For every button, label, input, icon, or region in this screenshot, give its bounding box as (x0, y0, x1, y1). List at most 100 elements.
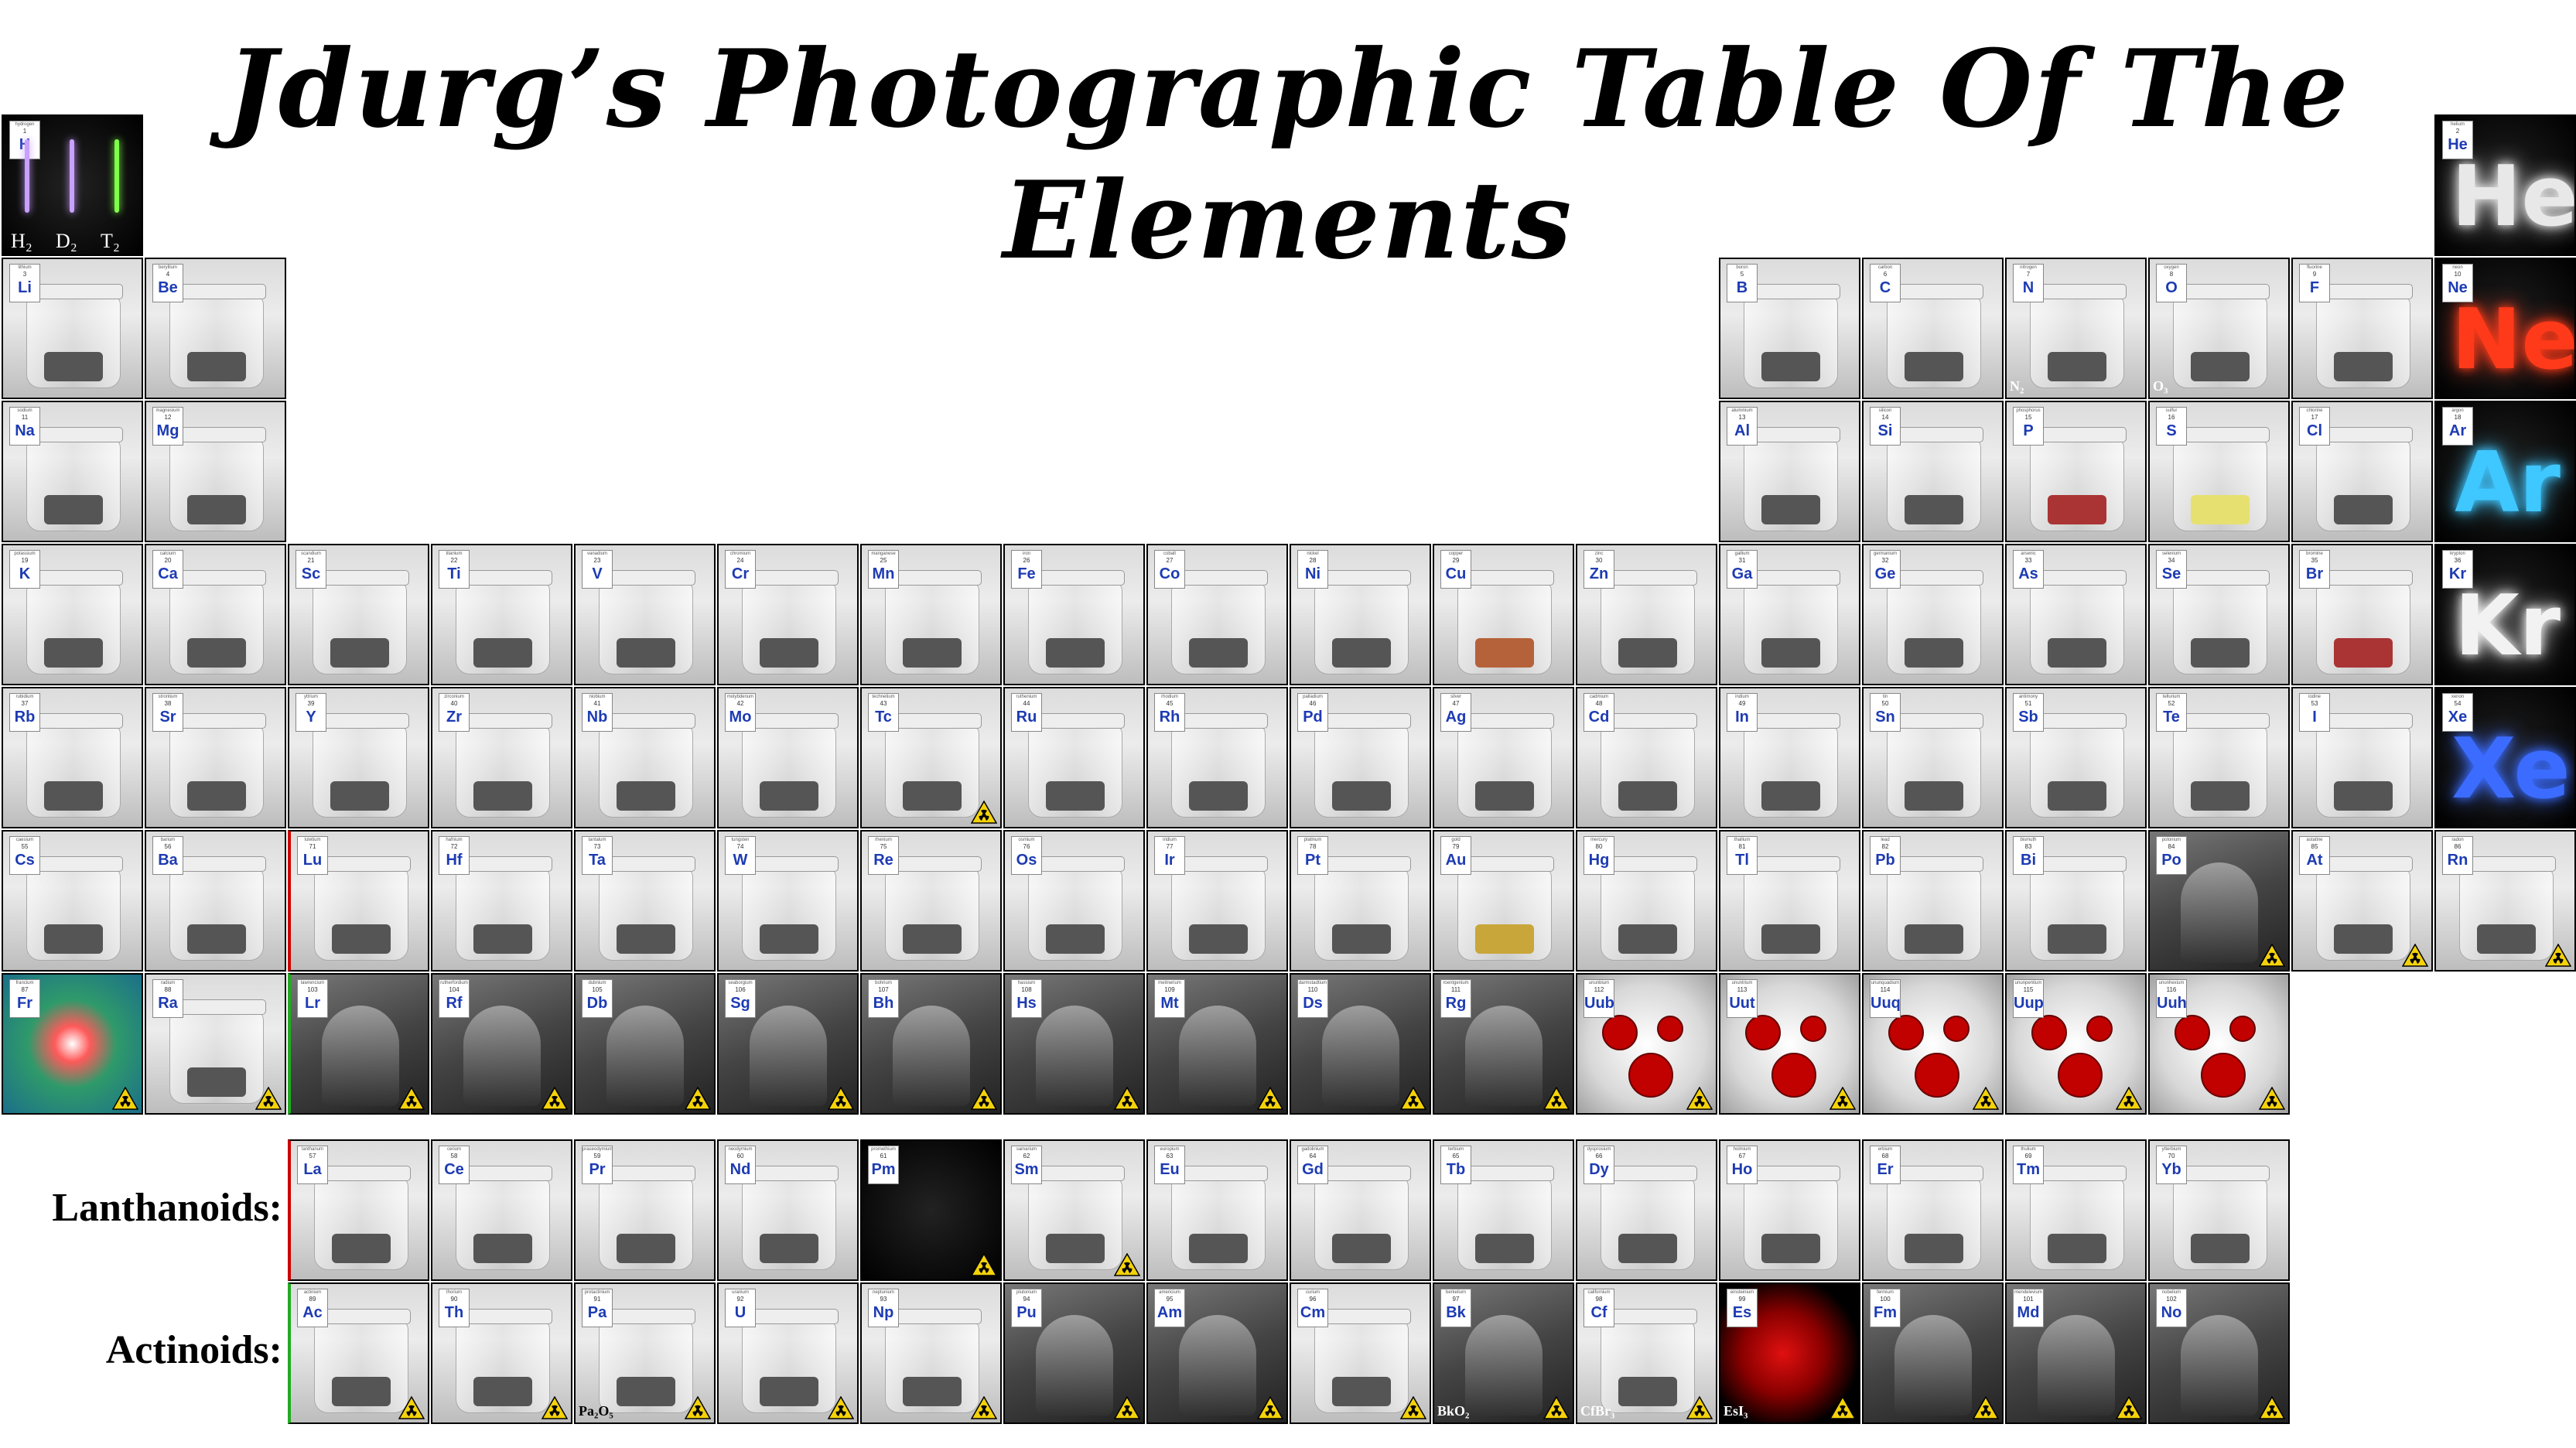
element-name: palladium (1303, 695, 1323, 699)
element-label: lead 82 Pb (1870, 836, 1901, 875)
element-label: helium 2 He (2442, 121, 2473, 159)
element-label: fermium 100 Fm (1870, 1289, 1901, 1327)
sample-jar (2028, 570, 2127, 674)
element-label: erbium 68 Er (1870, 1146, 1901, 1184)
element-tile-bismuth: bismuth 83 Bi (2005, 830, 2147, 972)
element-name: yttrium (304, 695, 318, 699)
element-label: californium 98 Cf (1584, 1289, 1614, 1327)
element-tile-manganese: manganese 25 Mn (860, 544, 1002, 685)
element-label: silicon 14 Si (1870, 407, 1901, 446)
element-symbol: Gd (1302, 1161, 1324, 1178)
element-label: boron 5 B (1727, 264, 1758, 302)
atomic-number: 104 (449, 986, 460, 993)
element-symbol: Uuq (1871, 995, 1901, 1012)
element-symbol: Uuh (2157, 995, 2187, 1012)
atomic-number: 106 (735, 986, 746, 993)
element-name: neodymium (728, 1147, 753, 1152)
photo-subject (1894, 1315, 1972, 1416)
element-label: darmstadtium 110 Ds (1297, 979, 1328, 1018)
element-label: manganese 25 Mn (868, 550, 899, 589)
sample-jar (453, 570, 552, 674)
atomic-number: 31 (1738, 557, 1746, 564)
sample-jar (1026, 1166, 1125, 1270)
sample-jar (167, 284, 266, 388)
element-label: polonium 84 Po (2156, 836, 2187, 875)
sample-caption: Pa₂O₅ (579, 1403, 613, 1419)
element-tile-lawrencium: lawrencium 103 Lr (288, 973, 429, 1115)
sample-jar (596, 570, 695, 674)
element-label: einsteinium 99 Es (1727, 1289, 1758, 1327)
element-name: francium (15, 981, 34, 985)
atomic-number: 21 (307, 557, 315, 564)
element-name: indium (1735, 695, 1749, 699)
atomic-number: 47 (1452, 700, 1460, 707)
atomic-number: 116 (2166, 986, 2177, 993)
atomic-number: 33 (2024, 557, 2032, 564)
element-symbol: Cr (731, 565, 750, 582)
radioactive-warning-icon (970, 800, 998, 824)
element-name: magnesium (155, 408, 180, 413)
element-tile-yttrium: yttrium 39 Y (288, 687, 429, 828)
element-label: nickel 28 Ni (1297, 550, 1328, 589)
radioactive-warning-icon (1829, 1086, 1857, 1110)
radioactive-warning-icon (1256, 1395, 1284, 1419)
atomic-number: 48 (1595, 700, 1603, 707)
sample-jar (596, 713, 695, 818)
element-name: gadolinium (1301, 1147, 1324, 1152)
neon-tube-glow: Ne (2451, 292, 2576, 388)
radioactive-warning-icon (2544, 943, 2572, 967)
atomic-number: 71 (309, 843, 316, 850)
element-symbol: S (2166, 422, 2177, 439)
atomic-number: 77 (1166, 843, 1174, 850)
element-symbol: Mg (156, 422, 179, 439)
atomic-number: 39 (307, 700, 315, 707)
element-tile-radium: radium 88 Ra (145, 973, 286, 1115)
element-tile-platinum: platinum 78 Pt (1290, 830, 1431, 972)
element-tile-roentgenium: roentgenium 111 Rg (1433, 973, 1574, 1115)
element-label: thulium 69 Tm (2013, 1146, 2044, 1184)
element-tile-nitrogen: nitrogen 7 N N₂ (2005, 258, 2147, 399)
sample-jar (1169, 570, 1268, 674)
element-symbol: Rg (1445, 995, 1467, 1012)
element-tile-aluminium: aluminium 13 Al (1719, 401, 1860, 542)
atomic-number: 53 (2311, 700, 2318, 707)
element-tile-curium: curium 96 Cm (1290, 1282, 1431, 1424)
element-label: yttrium 39 Y (296, 693, 326, 732)
atomic-number: 85 (2311, 843, 2318, 850)
atomic-number: 52 (2168, 700, 2175, 707)
element-label: beryllium 4 Be (152, 264, 183, 302)
radioactive-warning-icon (1113, 1252, 1141, 1276)
atomic-number: 86 (2454, 843, 2462, 850)
element-name: berkelium (1445, 1290, 1466, 1295)
element-symbol: Y (306, 709, 316, 726)
atomic-number: 66 (1595, 1153, 1603, 1159)
atomic-number: 67 (1738, 1153, 1746, 1159)
element-tile-cerium: cerium 58 Ce (431, 1139, 572, 1281)
element-tile-caesium: caesium 55 Cs (2, 830, 143, 972)
element-name: germanium (1873, 552, 1897, 556)
atomic-number: 56 (164, 843, 172, 850)
atomic-number: 20 (164, 557, 172, 564)
page-title: Jdurg’s Photographic Table Of The Elemen… (226, 26, 2350, 283)
element-label: ununtrium 113 Uut (1727, 979, 1758, 1018)
element-symbol: Co (1159, 565, 1180, 582)
atomic-number: 88 (164, 986, 172, 993)
element-label: francium 87 Fr (9, 979, 40, 1018)
element-tile-lithium: lithium 3 Li (2, 258, 143, 399)
element-name: cerium (446, 1147, 461, 1152)
element-tile-silicon: silicon 14 Si (1862, 401, 2004, 542)
sample-jar (312, 1309, 411, 1413)
radioactive-warning-icon (1399, 1086, 1427, 1110)
element-symbol: K (19, 565, 31, 582)
element-symbol: Os (1016, 852, 1037, 869)
element-name: iridium (1163, 838, 1177, 842)
photo-subject (1465, 1315, 1543, 1416)
atomic-number: 113 (1737, 986, 1748, 993)
element-symbol: Al (1734, 422, 1750, 439)
element-tile-tellurium: tellurium 52 Te (2148, 687, 2290, 828)
element-label: caesium 55 Cs (9, 836, 40, 875)
element-label: nitrogen 7 N (2013, 264, 2044, 302)
element-label: americium 95 Am (1154, 1289, 1185, 1327)
sample-jar (1884, 856, 1983, 961)
sample-jar (167, 856, 266, 961)
